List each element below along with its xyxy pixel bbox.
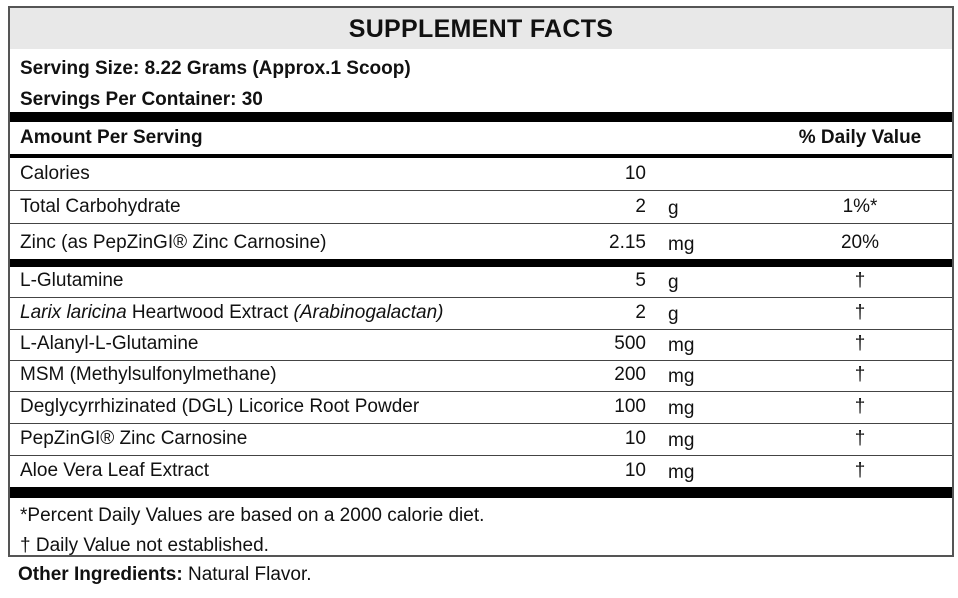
footnote-not-established: † Daily Value not established. [20,535,269,556]
nutrient-daily-value: † [854,270,866,291]
nutrient-amount: 10 [624,163,646,184]
nutrient-name-italic: Larix laricina [20,302,127,323]
nutrient-unit: mg [668,398,695,419]
nutrient-name: Aloe Vera Leaf Extract [20,460,210,481]
divider-thick [10,112,952,122]
divider-thick [10,487,952,498]
divider-thick [10,154,952,158]
nutrient-amount: 2.15 [609,232,646,253]
nutrient-amount: 10 [624,428,646,449]
nutrient-row: Zinc (as PepZinGI® Zinc Carnosine) 2.15 mg… [10,224,952,259]
nutrient-unit: g [668,198,679,219]
servings-per-container: Servings Per Container: 30 [20,89,263,110]
nutrient-amount: 2 [635,302,646,323]
nutrient-daily-value: 1%* [842,196,878,217]
nutrient-name-mid: Heartwood Extract [126,302,294,323]
nutrient-unit: g [668,272,679,293]
nutrient-amount: 10 [624,460,646,481]
nutrient-daily-value: † [854,333,866,354]
nutrient-name: Total Carbohydrate [20,196,181,217]
other-ingredients: Other Ingredients: Natural Flavor. [18,564,312,586]
serving-size: Serving Size: 8.22 Grams (Approx.1 Scoop… [20,58,411,79]
nutrient-unit: mg [668,462,695,483]
nutrient-row: Calories 10 [10,158,952,191]
nutrient-name: L-Glutamine [20,270,124,291]
nutrient-amount: 500 [614,333,646,354]
nutrient-name: PepZinGI® Zinc Carnosine [20,428,248,449]
divider-thick [10,259,952,267]
amount-header-row: Amount Per Serving % Daily Value [10,122,952,154]
supplement-facts-panel: SUPPLEMENT FACTS Serving Size: 8.22 Gram… [8,6,954,557]
dv-header: % Daily Value [798,127,922,148]
other-ingredients-label: Other Ingredients: [18,564,183,585]
nutrient-row: MSM (Methylsulfonylmethane) 200 mg † [10,361,952,392]
amount-header: Amount Per Serving [20,127,203,148]
nutrient-row: Aloe Vera Leaf Extract 10 mg † [10,456,952,487]
nutrient-daily-value: † [854,428,866,449]
nutrient-unit: g [668,304,679,325]
nutrient-unit: mg [668,335,695,356]
nutrient-name: Larix laricina Heartwood Extract (Arabin… [20,302,443,324]
nutrient-name: L-Alanyl-L-Glutamine [20,333,199,354]
nutrient-row: Larix laricina Heartwood Extract (Arabin… [10,298,952,330]
nutrient-amount: 100 [614,396,646,417]
nutrient-unit: mg [668,366,695,387]
nutrient-row: Deglycyrrhizinated (DGL) Licorice Root P… [10,392,952,424]
nutrient-daily-value: † [854,364,866,385]
footnotes: *Percent Daily Values are based on a 200… [10,498,952,561]
nutrient-name: Deglycyrrhizinated (DGL) Licorice Root P… [20,396,420,417]
nutrient-name-italic2: (Arabinogalactan) [293,302,444,323]
nutrient-name: Zinc (as PepZinGI® Zinc Carnosine) [20,232,327,253]
nutrient-row: L-Alanyl-L-Glutamine 500 mg † [10,330,952,361]
nutrient-amount: 200 [614,364,646,385]
nutrient-unit: mg [668,430,695,451]
nutrient-row: PepZinGI® Zinc Carnosine 10 mg † [10,424,952,456]
nutrient-daily-value: † [854,460,866,481]
nutrient-amount: 5 [635,270,646,291]
footnote-daily-values: *Percent Daily Values are based on a 200… [20,505,485,526]
nutrient-row: L-Glutamine 5 g † [10,267,952,298]
nutrient-daily-value: † [854,396,866,417]
nutrient-name: Calories [20,163,90,184]
nutrient-row: Total Carbohydrate 2 g 1%* [10,191,952,224]
nutrient-name: MSM (Methylsulfonylmethane) [20,364,277,385]
panel-title: SUPPLEMENT FACTS [10,8,952,49]
nutrient-unit: mg [668,234,695,255]
nutrient-amount: 2 [635,196,646,217]
other-ingredients-value: Natural Flavor. [182,564,312,585]
nutrient-daily-value: 20% [840,232,880,253]
nutrient-daily-value: † [854,302,866,323]
